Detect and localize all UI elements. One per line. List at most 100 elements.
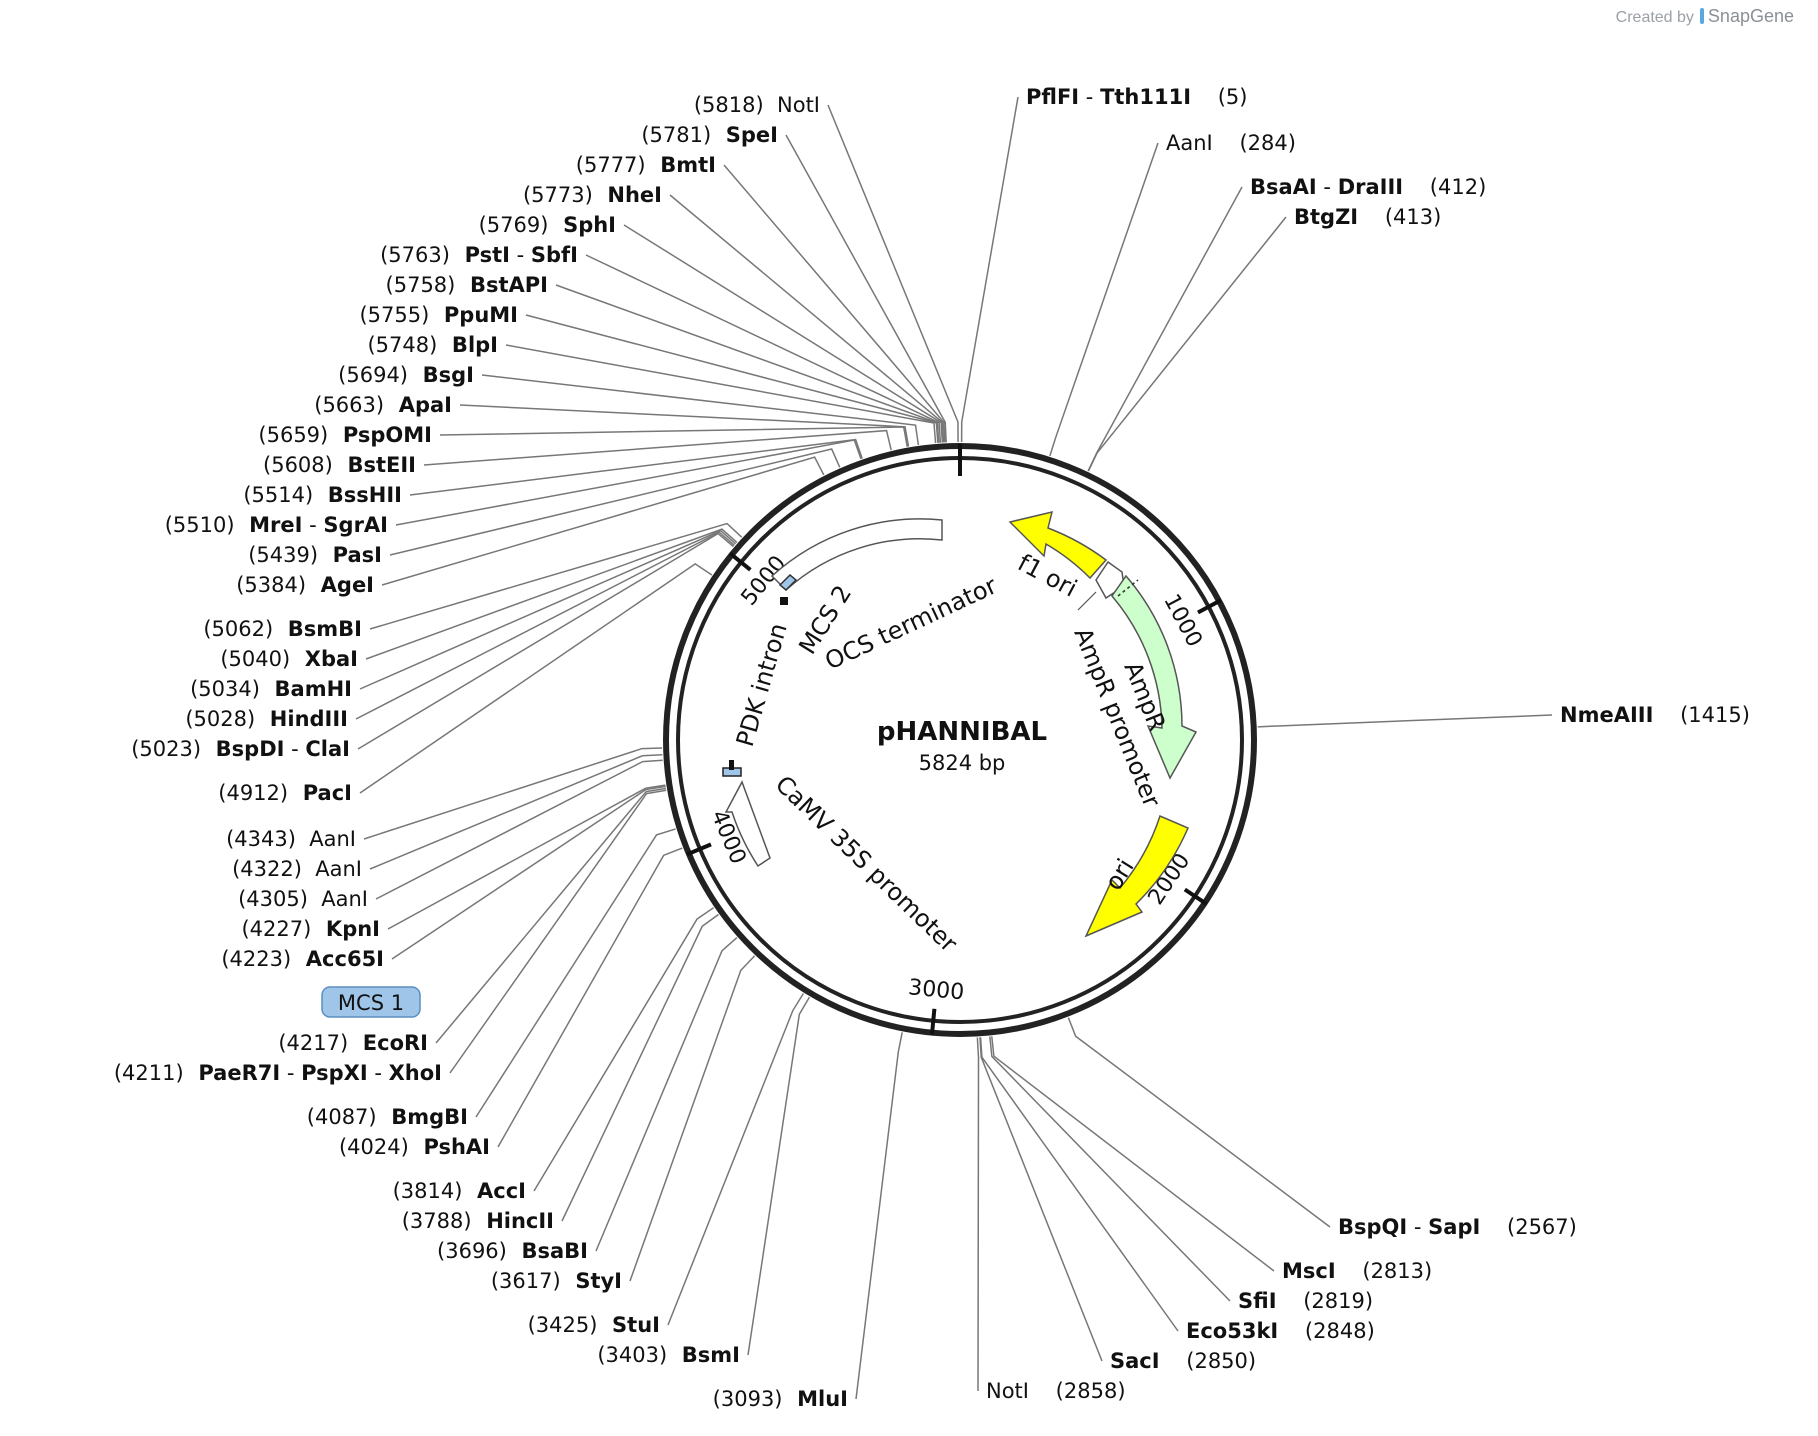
site-leader-33 [561,913,719,1222]
site-enzyme-name: SbfI [531,243,578,267]
site-leader-14 [395,439,862,526]
site-label-mlui-38[interactable]: (3093) MluI [713,1387,848,1411]
site-label-sfii-42[interactable]: SfiI (2819) [1238,1289,1373,1313]
ori-arrow[interactable] [1084,814,1189,938]
site-leader-7 [525,314,939,443]
site-label-bsgi-9[interactable]: (5694) BsgI [338,363,474,387]
site-enzyme-name: AanI [1166,131,1213,155]
site-label-noti-0[interactable]: (5818) NotI [694,93,820,117]
site-enzyme-name: BsaBI [507,1239,588,1263]
mcs-1-badge-box[interactable] [321,986,421,1018]
site-enzyme-name: SapI [1428,1215,1480,1239]
site-enzyme-name: AanI [308,887,368,911]
site-label-bsshii-13[interactable]: (5514) BssHII [243,483,402,507]
site-enzyme-name: BamHI [260,677,352,701]
site-label-bspdi-21[interactable]: (5023) BspDI - ClaI [131,737,350,761]
site-label-bspqi-44[interactable]: BspQI - SapI (2567) [1338,1215,1577,1239]
site-label-bmti-2[interactable]: (5777) BmtI [576,153,716,177]
site-leader-38 [855,1032,903,1400]
site-label-nhei-3[interactable]: (5773) NheI [523,183,662,207]
site-separator: - [302,513,323,537]
site-label-saci-40[interactable]: SacI (2850) [1110,1349,1256,1373]
site-leader-32 [533,907,715,1192]
ampr-arrow[interactable] [1111,574,1198,780]
mcs-1-badge[interactable]: MCS 1 [321,986,421,1018]
site-enzyme-name: AgeI [306,573,374,597]
mcs-2-box[interactable] [778,573,798,592]
site-position: (3425) [528,1313,598,1337]
plasmid-center: pHANNIBAL 5824 bp [877,717,1047,775]
site-position: (5062) [203,617,273,641]
site-position: (5694) [338,363,408,387]
site-label-pshai-31[interactable]: (4024) PshAI [339,1135,490,1159]
site-label-acci-32[interactable]: (3814) AccI [393,1179,526,1203]
site-leader-39 [976,1037,980,1392]
site-enzyme-name: PpuMI [429,303,518,327]
site-label-bsabi-34[interactable]: (3696) BsaBI [437,1239,588,1263]
site-label-mrei-14[interactable]: (5510) MreI - SgrAI [165,513,388,537]
site-label-blpi-8[interactable]: (5748) BlpI [367,333,498,357]
camv-35s-promoter-arrow[interactable] [724,780,771,868]
site-label-sphi-4[interactable]: (5769) SphI [479,213,616,237]
site-label-paci-22[interactable]: (4912) PacI [218,781,352,805]
site-leader-3 [669,194,945,443]
site-label-bsaai-47[interactable]: BsaAI - DraIII (412) [1250,175,1486,199]
site-enzyme-name: Tth111I [1100,85,1191,109]
site-label-psti-5[interactable]: (5763) PstI - SbfI [380,243,578,267]
site-label-aani-48[interactable]: AanI (284) [1166,131,1296,155]
site-label-bamhi-19[interactable]: (5034) BamHI [190,677,352,701]
site-label-nmeaiii-45[interactable]: NmeAIII (1415) [1560,703,1750,727]
plasmid-size: 5824 bp [919,751,1006,775]
site-label-bmgbi-30[interactable]: (4087) BmgBI [307,1105,468,1129]
site-label-paer7i-29[interactable]: (4211) PaeR7I - PspXI - XhoI [114,1061,442,1085]
site-label-bsmi-37[interactable]: (3403) BsmI [597,1343,740,1367]
site-label-aani-25[interactable]: (4305) AanI [238,887,368,911]
site-labels: (5818) NotI (5781) SpeI (5777) BmtI (5773) … [114,85,1750,1411]
tick-mark-2000 [1183,887,1208,906]
site-leader-28 [435,787,667,1044]
site-label-spei-1[interactable]: (5781) SpeI [641,123,778,147]
site-label-apai-10[interactable]: (5663) ApaI [314,393,452,417]
site-enzyme-name: KpnI [311,917,380,941]
site-enzyme-name: PflFI [1026,85,1079,109]
created-by-text: Created by [1615,9,1694,26]
site-enzyme-name: NmeAIII [1560,703,1653,727]
site-position: (1415) [1653,703,1750,727]
site-label-hindiii-20[interactable]: (5028) HindIII [185,707,348,731]
site-label-agei-16[interactable]: (5384) AgeI [236,573,374,597]
tick-label-3000: 3000 [907,975,965,1005]
site-label-acc65i-27[interactable]: (4223) Acc65I [221,947,384,971]
ocs-terminator-arrow[interactable] [770,518,943,592]
site-label-msci-43[interactable]: MscI (2813) [1282,1259,1432,1283]
site-position: (5769) [479,213,549,237]
site-leader-18 [365,528,738,660]
site-label-btgzi-46[interactable]: BtgZI (413) [1294,205,1441,229]
site-label-bsmbi-17[interactable]: (5062) BsmBI [203,617,362,641]
site-enzyme-name: ApaI [384,393,452,417]
site-label-hincii-33[interactable]: (3788) HincII [402,1209,554,1233]
site-label-pasi-15[interactable]: (5439) PasI [248,543,382,567]
tick-mark-1000 [1197,598,1222,615]
site-label-pspomi-11[interactable]: (5659) PspOMI [258,423,432,447]
site-position: (2819) [1277,1289,1374,1313]
site-position: (4087) [307,1105,377,1129]
site-label-eco53ki-41[interactable]: Eco53kI (2848) [1186,1319,1375,1343]
site-enzyme-name: MluI [783,1387,848,1411]
site-leader-19 [359,529,737,690]
site-label-kpni-26[interactable]: (4227) KpnI [241,917,380,941]
site-label-bstapi-6[interactable]: (5758) BstAPI [386,273,548,297]
site-position: (3696) [437,1239,507,1263]
feature-arrows [722,510,1198,938]
site-label-xbai-18[interactable]: (5040) XbaI [220,647,358,671]
site-label-noti-39[interactable]: NotI (2858) [986,1379,1126,1403]
site-label-bsteii-12[interactable]: (5608) BstEII [263,453,416,477]
site-label-ppumi-7[interactable]: (5755) PpuMI [359,303,518,327]
site-label-aani-23[interactable]: (4343) AanI [226,827,356,851]
site-label-ecori-28[interactable]: (4217) EcoRI [278,1031,428,1055]
site-label-stui-36[interactable]: (3425) StuI [528,1313,660,1337]
site-label-styi-35[interactable]: (3617) StyI [491,1269,622,1293]
f1-ori-arrow[interactable] [1008,510,1108,580]
site-label-aani-24[interactable]: (4322) AanI [232,857,362,881]
site-leader-5 [585,254,942,443]
site-label-pflfi-49[interactable]: PflFI - Tth111I (5) [1026,85,1247,109]
